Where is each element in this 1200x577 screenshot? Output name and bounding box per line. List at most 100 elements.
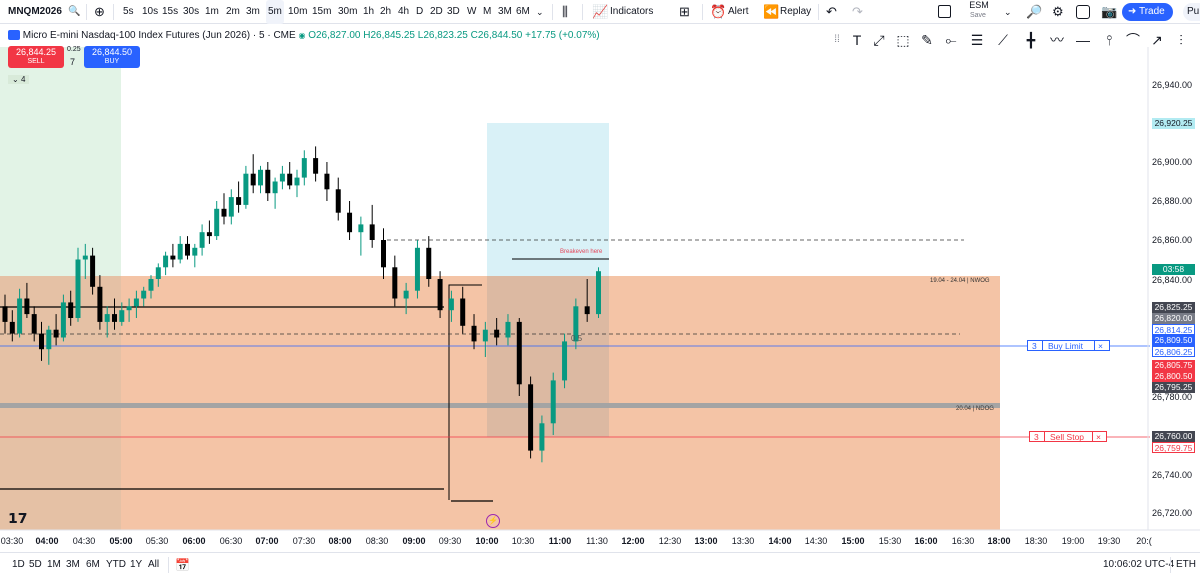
buy-button[interactable]: 26,844.50 BUY xyxy=(84,46,140,68)
candle-body xyxy=(199,232,205,248)
undo-icon[interactable]: ↶ xyxy=(826,4,837,19)
curve-tool-icon[interactable]: ⌒ xyxy=(1126,32,1140,48)
range-ytd[interactable]: YTD xyxy=(106,559,126,570)
interval-3d[interactable]: 3D xyxy=(447,6,460,17)
sell-stop-order[interactable]: 3 Sell Stop × xyxy=(1029,431,1107,442)
sell-stop-close-icon[interactable]: × xyxy=(1096,432,1101,442)
interval-d[interactable]: D xyxy=(416,6,424,17)
interval-3m[interactable]: 3m xyxy=(246,6,260,17)
publish-button[interactable]: Pu xyxy=(1183,3,1200,21)
buy-limit-label[interactable]: Buy Limit xyxy=(1048,341,1083,351)
candle-body xyxy=(206,232,212,237)
range-6m[interactable]: 6M xyxy=(86,559,100,570)
range-1y[interactable]: 1Y xyxy=(130,559,143,570)
interval-3m[interactable]: 3M xyxy=(498,6,512,17)
interval-dropdown-icon[interactable]: ⌄ xyxy=(536,7,544,17)
buy-limit-close-icon[interactable]: × xyxy=(1098,341,1103,351)
interval-10s[interactable]: 10s xyxy=(142,6,159,17)
session-highlight-zone xyxy=(0,47,121,276)
buy-limit-order[interactable]: 3 Buy Limit × xyxy=(1027,340,1110,351)
layout-dropdown-icon[interactable]: ⌄ xyxy=(1004,7,1012,17)
candle-type-icon[interactable]: ⫼ xyxy=(562,4,568,19)
toolbar-grip-icon[interactable]: ⁞⁞ xyxy=(834,34,840,45)
quantity-value[interactable]: 7 xyxy=(70,57,76,67)
layout-name[interactable]: ESM xyxy=(969,0,989,10)
range-5d[interactable]: 5D xyxy=(29,559,42,570)
fullscreen-icon[interactable] xyxy=(1076,5,1090,19)
quick-search-icon[interactable]: 🔎 xyxy=(1026,4,1043,19)
candle-body xyxy=(414,247,420,291)
indicators-button[interactable]: Indicators xyxy=(610,6,654,17)
vertical-line-icon[interactable]: ⫯ xyxy=(1105,32,1113,48)
sell-stop-label[interactable]: Sell Stop xyxy=(1050,432,1085,442)
ohlc-change: +17.75 (+0.07%) xyxy=(525,30,600,41)
event-lightning-icon[interactable]: ⚡ xyxy=(486,514,500,528)
range-bracket xyxy=(448,284,482,500)
trend-line-icon[interactable]: ⟋ xyxy=(998,32,1008,48)
sell-button[interactable]: 26,844.25 SELL xyxy=(8,46,64,68)
redo-icon[interactable]: ↷ xyxy=(852,4,863,19)
clock-time[interactable]: 10:06:02 UTC-4 xyxy=(1103,559,1175,570)
buy-label: BUY xyxy=(104,58,120,65)
layouts-grid-icon[interactable]: ⊞ xyxy=(679,4,690,19)
trade-button[interactable]: ➜ Trade xyxy=(1122,3,1173,21)
interval-15s[interactable]: 15s xyxy=(162,6,179,17)
interval-30m[interactable]: 30m xyxy=(338,6,358,17)
goto-date-icon[interactable]: 📅 xyxy=(175,558,190,572)
time-tick: 08:30 xyxy=(365,536,389,546)
interval-w[interactable]: W xyxy=(467,6,477,17)
interval-6m[interactable]: 6M xyxy=(516,6,530,17)
sell-stop-qty[interactable]: 3 xyxy=(1034,432,1039,442)
rectangle-tool-icon[interactable]: ⬚ xyxy=(896,32,910,48)
range-1m[interactable]: 1M xyxy=(47,559,61,570)
candle-body xyxy=(471,325,477,342)
buy-limit-qty[interactable]: 3 xyxy=(1032,341,1037,351)
symbol-title[interactable]: Micro E-mini Nasdaq-100 Index Futures (J… xyxy=(22,30,296,41)
fullscreen-toggle-icon[interactable] xyxy=(938,5,951,18)
parallel-channel-icon[interactable]: ☰ xyxy=(970,32,984,48)
candle-body xyxy=(381,240,387,268)
time-tick: 16:30 xyxy=(951,536,975,546)
interval-5m[interactable]: 5m xyxy=(266,0,284,24)
horizontal-ray-icon[interactable]: ⟜ xyxy=(945,32,957,48)
path-tool-icon[interactable]: ⤢ xyxy=(873,32,885,48)
session-toggle[interactable]: ETH xyxy=(1176,559,1196,570)
collapsed-indicators[interactable]: ⌄ 4 xyxy=(8,75,30,84)
compare-add-icon[interactable]: ⊕ xyxy=(94,4,105,19)
alert-button[interactable]: Alert xyxy=(728,6,749,17)
interval-1h[interactable]: 1h xyxy=(363,6,375,17)
interval-m[interactable]: M xyxy=(483,6,492,17)
brush-tool-icon[interactable]: ✎ xyxy=(921,32,933,48)
indicators-icon[interactable]: 📈 xyxy=(592,4,609,19)
replay-icon[interactable]: ⏪ xyxy=(763,4,780,19)
replay-button[interactable]: Replay xyxy=(780,6,812,17)
tradingview-logo-icon[interactable]: 𝟭𝟳 xyxy=(8,510,28,526)
interval-15m[interactable]: 15m xyxy=(312,6,332,17)
alert-icon[interactable]: ⏰ xyxy=(710,4,727,19)
range-all[interactable]: All xyxy=(148,559,160,570)
range-3m[interactable]: 3M xyxy=(66,559,80,570)
interval-10m[interactable]: 10m xyxy=(288,6,308,17)
symbol-search[interactable]: MNQM2026 xyxy=(8,6,62,17)
range-1d[interactable]: 1D xyxy=(12,559,25,570)
interval-2m[interactable]: 2m xyxy=(226,6,240,17)
camera-snapshot-icon[interactable]: 📷 xyxy=(1101,4,1118,19)
interval-2h[interactable]: 2h xyxy=(380,6,392,17)
horizontal-line-icon[interactable]: — xyxy=(1076,32,1090,48)
interval-30s[interactable]: 30s xyxy=(183,6,200,17)
long-position-icon[interactable]: ⫶ xyxy=(1179,32,1183,48)
candle-body xyxy=(68,302,74,318)
layout-save-status[interactable]: Save xyxy=(970,12,986,19)
interval-5s[interactable]: 5s xyxy=(123,6,134,17)
search-icon[interactable]: 🔍 xyxy=(68,6,81,17)
text-tool-icon[interactable]: T xyxy=(852,32,862,48)
elliott-wave-icon[interactable]: 〰 xyxy=(1050,32,1064,48)
arrow-marker-icon[interactable]: ↗ xyxy=(1151,32,1163,48)
interval-2d[interactable]: 2D xyxy=(430,6,443,17)
settings-gear-icon[interactable]: ⚙ xyxy=(1052,4,1064,19)
candle-body xyxy=(192,247,198,256)
interval-4h[interactable]: 4h xyxy=(398,6,410,17)
crosshair-icon[interactable]: ╋ xyxy=(1026,32,1036,48)
interval-1m[interactable]: 1m xyxy=(205,6,219,17)
